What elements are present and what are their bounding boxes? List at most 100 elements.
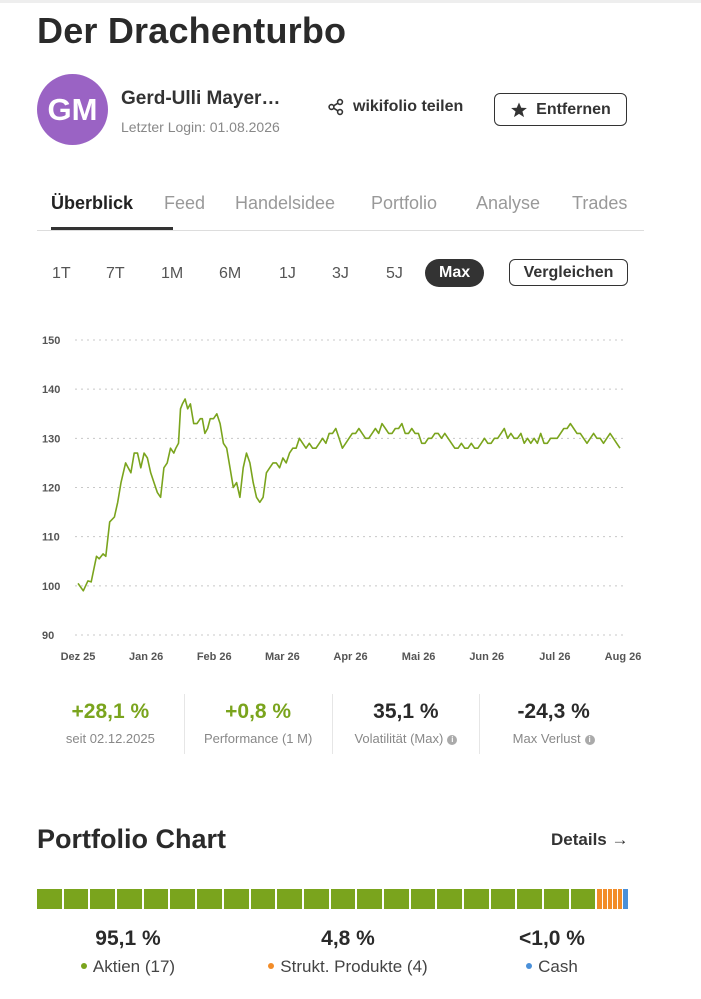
allocation-segment-stocks <box>170 889 198 909</box>
range-3j[interactable]: 3J <box>332 265 349 282</box>
series-line <box>77 398 621 592</box>
tab-ueberblick[interactable]: Überblick <box>51 193 134 213</box>
legend-dot <box>526 963 533 969</box>
stat-value: +28,1 % <box>71 700 150 723</box>
portfolio-chart-title: Portfolio Chart <box>37 824 226 854</box>
range-7t[interactable]: 7T <box>106 265 125 282</box>
y-tick-label: 140 <box>42 384 60 396</box>
star-icon <box>511 102 528 117</box>
allocation-value: <1,0 % <box>519 927 585 950</box>
allocation-segment-structured <box>602 889 608 909</box>
allocation-segment-stocks <box>90 889 118 909</box>
x-tick-label: Mar 26 <box>265 651 300 663</box>
stat-label: seit 02.12.2025 <box>65 731 155 746</box>
allocation-segment-stocks <box>383 889 411 909</box>
range-selector: 1T 7T 1M 6M 1J 3J 5J Max <box>37 259 637 289</box>
share-icon <box>328 98 344 116</box>
allocation-segment-structured <box>607 889 613 909</box>
allocation-segment-cash <box>622 889 628 909</box>
stat-label: Volatilität (Max) <box>354 731 444 746</box>
allocation-segment-stocks <box>303 889 331 909</box>
stat-performance-1m: +0,8 % Performance (1 M) <box>185 694 333 754</box>
top-divider <box>0 0 701 3</box>
y-tick-label: 110 <box>42 532 60 544</box>
allocation-segment-stocks <box>197 889 224 909</box>
share-button[interactable]: wikifolio teilen <box>327 98 463 116</box>
allocation-segment-stocks <box>517 889 545 909</box>
allocation-segment-structured <box>612 889 618 909</box>
range-1j[interactable]: 1J <box>279 265 296 282</box>
share-label: wikifolio teilen <box>353 98 464 115</box>
allocation-label: Strukt. Produkte (4) <box>280 957 428 976</box>
range-max[interactable]: Max <box>425 259 485 287</box>
allocation-segment-stocks <box>570 889 598 909</box>
stat-value: -24,3 % <box>517 700 590 723</box>
stat-max-drawdown: -24,3 % Max Verlust i <box>480 694 627 754</box>
x-tick-label: Feb 26 <box>197 651 232 663</box>
range-6m[interactable]: 6M <box>219 265 242 282</box>
x-tick-label: Apr 26 <box>333 651 367 663</box>
y-tick-label: 90 <box>42 630 54 642</box>
tab-analyse[interactable]: Analyse <box>476 193 541 213</box>
stat-value: +0,8 % <box>225 700 292 723</box>
allocation-segment-stocks <box>250 889 278 909</box>
x-tick-label: Dez 25 <box>61 651 96 663</box>
y-tick-label: 120 <box>42 483 60 495</box>
legend-dot <box>80 963 87 969</box>
allocation-label: Aktien (17) <box>92 957 176 976</box>
x-tick-label: Jul 26 <box>539 651 570 663</box>
allocation-segment-stocks <box>63 889 91 909</box>
y-tick-label: 150 <box>42 335 60 347</box>
range-1t[interactable]: 1T <box>52 265 71 282</box>
stat-total-performance: +28,1 % seit 02.12.2025 <box>37 694 185 754</box>
allocation-bar <box>37 889 628 909</box>
avatar[interactable]: GM <box>37 74 108 145</box>
range-5j[interactable]: 5J <box>386 265 403 282</box>
stats-row: +28,1 % seit 02.12.2025 +0,8 % Performan… <box>37 694 627 754</box>
allocation-label: Cash <box>538 957 578 976</box>
allocation-segment-stocks <box>223 889 251 909</box>
last-login: Letzter Login: 01.08.2026 <box>121 119 280 135</box>
stat-label: Performance (1 M) <box>203 731 313 746</box>
allocation-segment-stocks <box>330 889 358 909</box>
x-tick-label: Aug 26 <box>605 651 642 663</box>
allocation-segment-structured <box>597 889 603 909</box>
stat-volatility: 35,1 % Volatilität (Max) i <box>333 694 481 754</box>
stat-label: Max Verlust <box>512 731 581 746</box>
x-tick-label: Mai 26 <box>402 651 436 663</box>
info-icon[interactable]: i <box>447 735 458 745</box>
remove-button[interactable]: Entfernen <box>494 93 627 126</box>
range-1m[interactable]: 1M <box>161 265 184 282</box>
tab-trades[interactable]: Trades <box>572 193 628 213</box>
user-name[interactable]: Gerd-Ulli Mayer… <box>121 88 281 109</box>
allocation-segment-stocks <box>437 889 464 909</box>
y-tick-label: 100 <box>42 581 60 593</box>
allocation-structured-products: 4,8 % Strukt. Produkte (4) <box>248 927 448 977</box>
y-tick-label: 130 <box>42 433 60 445</box>
allocation-segment-stocks <box>490 889 518 909</box>
allocation-segment-stocks <box>410 889 438 909</box>
tab-handelsidee[interactable]: Handelsidee <box>235 193 336 213</box>
allocation-segment-structured <box>617 889 623 909</box>
allocation-segment-stocks <box>464 889 491 909</box>
allocation-value: 95,1 % <box>95 927 161 950</box>
legend-dot <box>268 963 275 969</box>
tab-portfolio[interactable]: Portfolio <box>371 193 438 213</box>
performance-chart: 90 100 110 120 130 140 150 Dez 25 Jan 26 Feb 26 Ma… <box>42 335 642 663</box>
allocation-segment-stocks <box>143 889 171 909</box>
allocation-segment-stocks <box>277 889 304 909</box>
allocation-segment-stocks <box>117 889 144 909</box>
x-tick-label: Jun 26 <box>469 651 504 663</box>
remove-label: Entfernen <box>536 100 611 118</box>
allocation-cash: <1,0 % Cash <box>452 927 652 977</box>
stat-value: 35,1 % <box>373 700 439 723</box>
tab-feed[interactable]: Feed <box>164 193 206 213</box>
tab-bar: Überblick Feed Handelsidee Portfolio Ana… <box>37 182 644 231</box>
allocation-value: 4,8 % <box>321 927 375 950</box>
info-icon[interactable]: i <box>584 735 595 745</box>
active-tab-indicator <box>51 227 173 230</box>
allocation-stocks: 95,1 % Aktien (17) <box>28 927 228 977</box>
compare-button[interactable]: Vergleichen <box>509 259 628 286</box>
page-title: Der Drachenturbo <box>37 10 347 51</box>
details-link[interactable]: Details → <box>551 830 629 849</box>
